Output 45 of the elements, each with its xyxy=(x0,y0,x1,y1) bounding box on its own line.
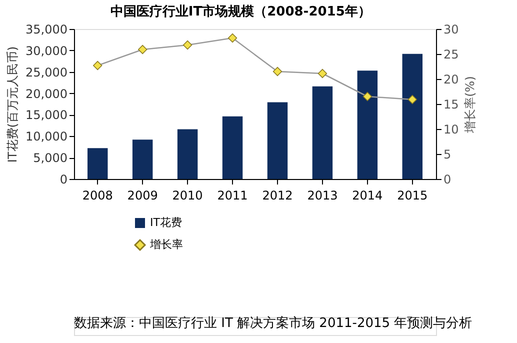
x-tick-label: 2012 xyxy=(262,188,293,202)
y2-tick-label: 10 xyxy=(444,122,459,136)
chart-title: 中国医疗行业IT市场规模（2008-2015年） xyxy=(110,4,371,20)
y-tick-label: 0 xyxy=(60,172,68,186)
bar xyxy=(87,148,108,179)
y-tick-label: 35,000 xyxy=(26,22,68,36)
bar xyxy=(132,140,153,179)
legend-label: 增长率 xyxy=(149,238,183,251)
y2-tick-label: 5 xyxy=(444,148,452,162)
legend-label: IT花费 xyxy=(150,216,182,229)
bar xyxy=(312,86,333,179)
point xyxy=(408,94,417,104)
y2-tick-label: 20 xyxy=(444,72,459,86)
point xyxy=(272,66,282,76)
bar xyxy=(222,116,243,179)
point xyxy=(182,40,192,50)
y-tick-label: 5,000 xyxy=(33,151,68,166)
y2-tick-label: 15 xyxy=(444,98,459,112)
y-tick-label: 20,000 xyxy=(26,86,68,101)
point xyxy=(138,44,148,54)
bar xyxy=(177,129,198,179)
y2-axis-title: 增长率(%) xyxy=(462,76,477,134)
y-tick-label: 10,000 xyxy=(26,130,68,144)
x-tick-label: 2008 xyxy=(82,188,113,202)
bar xyxy=(357,70,378,179)
y-axis-title: IT花费(百万元人民币) xyxy=(6,46,20,163)
point xyxy=(362,92,372,102)
y-tick-label: 15,000 xyxy=(26,108,68,122)
bar xyxy=(402,54,423,179)
y2-tick-label: 30 xyxy=(444,22,459,36)
x-tick-label: 2013 xyxy=(307,188,338,202)
point xyxy=(318,68,328,78)
y2-tick-label: 25 xyxy=(444,48,459,62)
x-tick-label: 2015 xyxy=(397,188,428,202)
source-note: 数据来源：中国医疗行业 IT 解决方案市场 2011-2015 年预测与分析 xyxy=(74,315,472,331)
x-tick-label: 2011 xyxy=(217,188,248,202)
x-tick-label: 2009 xyxy=(127,188,158,202)
y2-tick-label: 0 xyxy=(444,172,452,186)
x-tick-label: 2010 xyxy=(172,188,203,202)
y-tick-label: 25,000 xyxy=(26,65,68,80)
x-tick-label: 2014 xyxy=(352,188,383,202)
point xyxy=(93,60,102,70)
y-tick-label: 30,000 xyxy=(26,44,68,58)
point xyxy=(228,33,238,43)
bar xyxy=(267,102,288,179)
